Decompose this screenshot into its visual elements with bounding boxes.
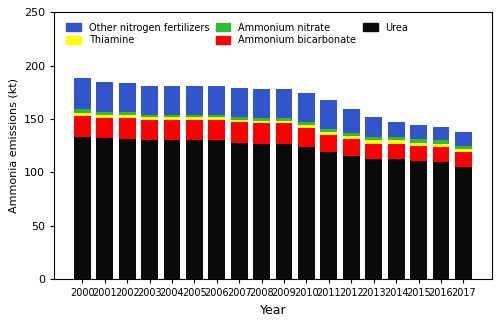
Bar bbox=[208, 86, 225, 115]
Bar bbox=[455, 146, 472, 149]
Bar bbox=[253, 89, 270, 118]
Bar bbox=[320, 100, 338, 129]
Bar bbox=[298, 122, 315, 125]
Bar bbox=[231, 120, 248, 122]
Bar bbox=[410, 139, 427, 142]
Bar bbox=[231, 88, 248, 117]
Bar bbox=[186, 86, 203, 115]
Bar bbox=[141, 120, 158, 140]
Bar bbox=[432, 147, 450, 162]
Bar bbox=[96, 115, 113, 118]
Bar bbox=[231, 122, 248, 142]
Bar bbox=[320, 152, 338, 279]
Bar bbox=[455, 152, 472, 167]
Bar bbox=[432, 144, 450, 147]
Legend: Other nitrogen fertilizers, Thiamine, Ammonium nitrate, Ammonium bicarbonate, Ur: Other nitrogen fertilizers, Thiamine, Am… bbox=[64, 20, 411, 48]
Bar bbox=[119, 111, 136, 115]
Bar bbox=[366, 140, 382, 144]
Bar bbox=[119, 139, 136, 279]
Bar bbox=[74, 137, 90, 279]
Bar bbox=[432, 162, 450, 279]
Y-axis label: Ammonia emissions (kt): Ammonia emissions (kt) bbox=[8, 78, 18, 213]
Bar bbox=[186, 117, 203, 120]
Bar bbox=[96, 111, 113, 115]
Bar bbox=[455, 167, 472, 279]
Bar bbox=[320, 132, 338, 135]
Bar bbox=[164, 115, 180, 117]
Bar bbox=[276, 121, 292, 123]
Bar bbox=[208, 120, 225, 140]
Bar bbox=[366, 137, 382, 140]
Bar bbox=[186, 115, 203, 117]
Bar bbox=[253, 144, 270, 279]
Bar bbox=[96, 118, 113, 138]
Bar bbox=[388, 122, 404, 137]
Bar bbox=[366, 159, 382, 279]
Bar bbox=[231, 142, 248, 279]
Bar bbox=[74, 110, 90, 113]
Bar bbox=[388, 159, 404, 279]
Bar bbox=[432, 126, 450, 140]
Bar bbox=[388, 140, 404, 144]
Bar bbox=[276, 144, 292, 279]
Bar bbox=[74, 78, 90, 110]
Bar bbox=[366, 144, 382, 159]
Bar bbox=[74, 113, 90, 116]
Bar bbox=[96, 138, 113, 279]
Bar bbox=[96, 82, 113, 111]
Bar bbox=[164, 140, 180, 279]
Bar bbox=[231, 117, 248, 120]
Bar bbox=[164, 86, 180, 115]
Bar bbox=[388, 137, 404, 140]
Bar bbox=[298, 125, 315, 128]
Bar bbox=[119, 118, 136, 139]
Bar bbox=[298, 128, 315, 147]
Bar bbox=[410, 125, 427, 139]
Bar bbox=[253, 118, 270, 121]
Bar bbox=[208, 115, 225, 117]
Bar bbox=[276, 89, 292, 118]
Bar bbox=[410, 142, 427, 146]
Bar bbox=[74, 116, 90, 137]
Bar bbox=[253, 121, 270, 123]
Bar bbox=[164, 117, 180, 120]
Bar bbox=[253, 123, 270, 144]
Bar bbox=[410, 146, 427, 161]
Bar bbox=[186, 120, 203, 140]
Bar bbox=[320, 129, 338, 132]
Bar bbox=[343, 139, 359, 156]
Bar bbox=[455, 149, 472, 152]
Bar bbox=[343, 133, 359, 136]
Bar bbox=[208, 117, 225, 120]
Bar bbox=[298, 93, 315, 122]
Bar bbox=[432, 140, 450, 144]
Bar bbox=[276, 118, 292, 121]
Bar bbox=[366, 117, 382, 137]
Bar bbox=[343, 156, 359, 279]
Bar bbox=[141, 86, 158, 115]
Bar bbox=[410, 161, 427, 279]
Bar bbox=[388, 144, 404, 159]
Bar bbox=[320, 135, 338, 152]
Bar bbox=[141, 140, 158, 279]
Bar bbox=[186, 140, 203, 279]
Bar bbox=[455, 132, 472, 146]
Bar bbox=[164, 120, 180, 140]
Bar bbox=[119, 83, 136, 111]
Bar bbox=[119, 115, 136, 118]
Bar bbox=[343, 110, 359, 133]
Bar bbox=[141, 117, 158, 120]
Bar bbox=[276, 123, 292, 144]
Bar bbox=[343, 136, 359, 139]
Bar bbox=[208, 140, 225, 279]
X-axis label: Year: Year bbox=[260, 304, 286, 317]
Bar bbox=[298, 147, 315, 279]
Bar bbox=[141, 115, 158, 117]
